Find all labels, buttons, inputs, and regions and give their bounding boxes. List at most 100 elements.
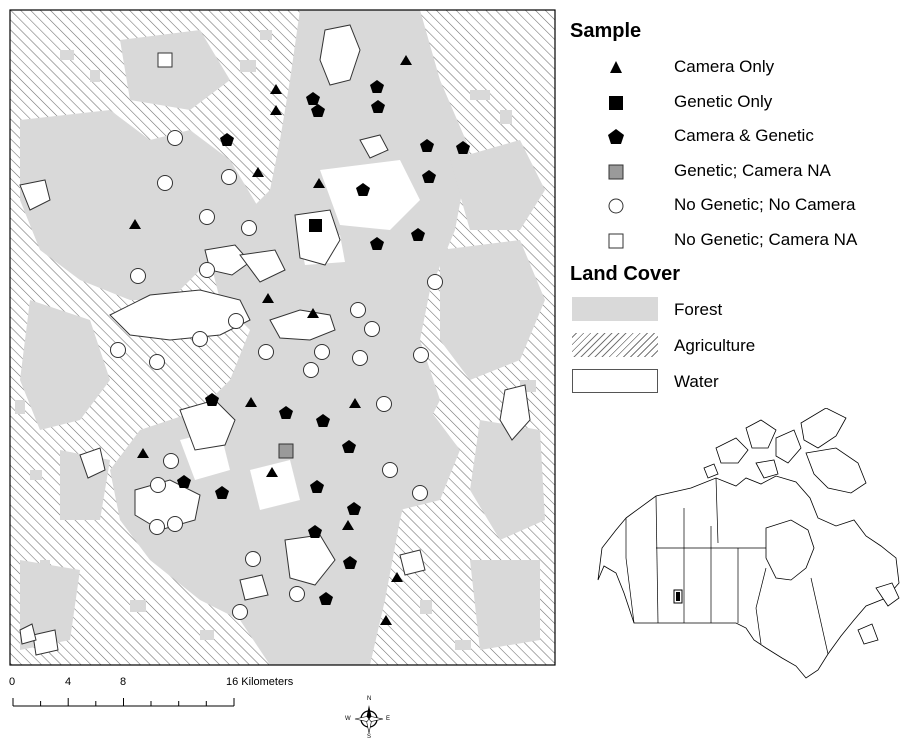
site-marker: [167, 516, 183, 532]
site-marker: [262, 293, 274, 303]
site-marker: [241, 220, 257, 236]
north-arrow: N S E W: [342, 696, 396, 740]
legend-item-no-genetic-camera-na: No Genetic; Camera NA: [570, 223, 900, 258]
site-marker: [369, 237, 384, 250]
site-marker: [149, 354, 165, 370]
legend-item-label: Forest: [674, 300, 723, 319]
site-marker: [278, 406, 293, 419]
camera-only-sites: [129, 55, 412, 625]
compass-s-label: S: [367, 734, 372, 740]
open-square-icon: [608, 233, 624, 248]
site-marker: [157, 175, 173, 191]
legend-item-label: No Genetic; Camera NA: [674, 229, 858, 249]
site-marker: [342, 556, 357, 569]
site-marker: [315, 414, 330, 427]
water-bodies: [19, 24, 531, 656]
compass-n-label: N: [367, 696, 372, 702]
legend-item-camera-genetic: Camera & Genetic: [570, 119, 900, 154]
site-marker: [350, 302, 366, 318]
site-marker: [137, 448, 149, 458]
site-marker: [192, 331, 208, 347]
site-marker: [382, 462, 398, 478]
site-marker: [221, 169, 237, 185]
site-marker: [245, 397, 257, 407]
site-marker: [305, 92, 320, 105]
site-marker: [149, 519, 165, 535]
site-marker: [380, 615, 392, 625]
legend-item-camera-only: Camera Only: [570, 50, 900, 85]
canada-outline: [597, 408, 900, 679]
genetic-camera-na-site: [278, 443, 294, 459]
site-marker: [270, 105, 282, 115]
site-marker: [266, 467, 278, 477]
site-marker: [130, 268, 146, 284]
site-marker: [318, 592, 333, 605]
scale-bar: 0 4 8 16 Kilometers: [9, 676, 342, 716]
site-marker: [228, 313, 244, 329]
site-marker: [455, 141, 470, 154]
site-marker: [346, 502, 361, 515]
site-marker: [220, 133, 234, 146]
site-marker: [400, 55, 412, 65]
site-marker: [289, 586, 305, 602]
legend-item-label: Camera & Genetic: [674, 126, 814, 145]
site-marker: [412, 485, 428, 501]
legend-item-label: Genetic; Camera NA: [674, 160, 831, 180]
legend-landcover-title: Land Cover: [570, 263, 681, 285]
filled-square-icon: [609, 95, 623, 110]
legend-item-forest: Forest: [570, 293, 900, 329]
legend: Sample Camera Only Genetic Only Camera &…: [570, 18, 900, 401]
legend-item-agriculture: Agriculture: [570, 329, 900, 365]
legend-item-label: Camera Only: [674, 57, 775, 76]
triangle-icon: [610, 61, 622, 73]
legend-item-label: Water: [674, 372, 719, 391]
site-marker: [352, 350, 368, 366]
genetic-only-site: [309, 219, 322, 232]
site-marker: [303, 362, 319, 378]
legend-item-genetic-only: Genetic Only: [570, 85, 900, 120]
canada-inset-map: [597, 408, 900, 679]
site-marker: [413, 347, 429, 363]
site-marker: [232, 604, 248, 620]
site-marker: [370, 100, 385, 113]
site-marker: [307, 525, 322, 538]
legend-item-label: Genetic Only: [674, 91, 773, 111]
compass-w-label: W: [345, 716, 351, 722]
provincial-borders: [625, 477, 829, 655]
site-marker: [215, 486, 229, 499]
site-marker: [341, 440, 356, 453]
forest-swatch: [572, 297, 658, 321]
forest-patches: [15, 30, 536, 650]
site-marker: [419, 139, 434, 152]
site-marker: [110, 342, 126, 358]
site-marker: [313, 178, 325, 188]
legend-item-no-genetic-no-camera: No Genetic; No Camera: [570, 188, 900, 223]
site-marker: [314, 344, 330, 360]
camera-genetic-sites: [177, 80, 470, 605]
pentagon-icon: [608, 129, 624, 144]
legend-sample-title: Sample: [570, 20, 642, 42]
site-marker: [369, 80, 384, 93]
site-marker: [205, 393, 219, 406]
agriculture-swatch: [572, 333, 658, 357]
site-marker: [410, 228, 425, 241]
study-area-fill: [676, 592, 680, 601]
site-marker: [270, 84, 282, 94]
legend-item-label: Agriculture: [674, 336, 756, 355]
site-marker: [163, 453, 179, 469]
no-genetic-camera-na-site: [157, 52, 173, 68]
site-marker: [307, 308, 319, 318]
compass-e-label: E: [386, 716, 391, 722]
site-marker: [245, 551, 261, 567]
site-marker: [342, 520, 354, 530]
scale-label-0: 0: [9, 676, 16, 688]
scale-ruler: [12, 698, 235, 707]
site-marker: [129, 219, 141, 229]
scale-label-16: 16 Kilometers: [226, 676, 294, 688]
map-frame: [9, 9, 556, 666]
legend-item-genetic-camera-na: Genetic; Camera NA: [570, 154, 900, 189]
gray-square-icon: [608, 164, 624, 179]
site-marker: [150, 477, 166, 493]
site-marker: [391, 572, 403, 582]
